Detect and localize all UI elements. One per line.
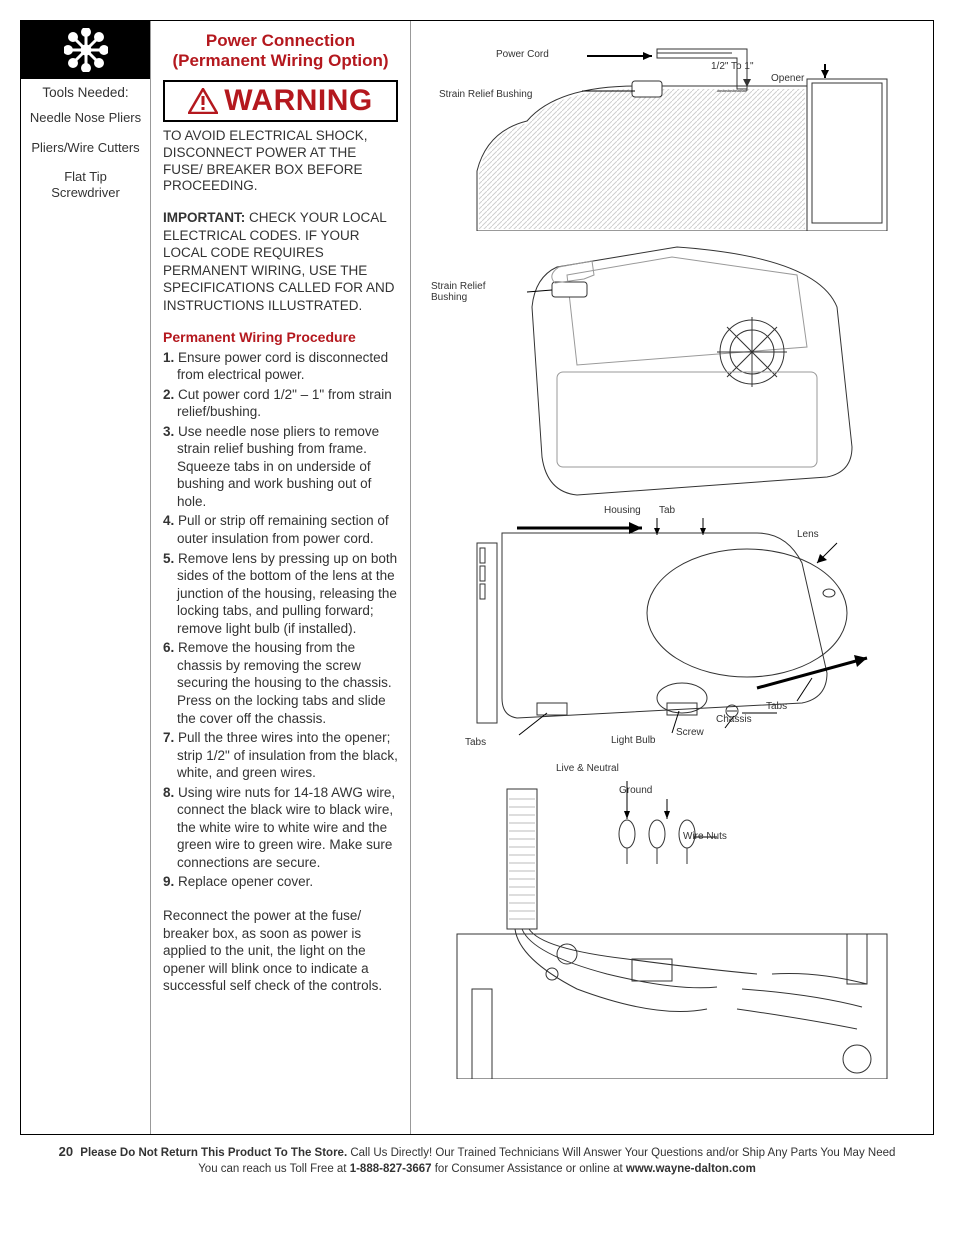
footer-phone: 1-888-827-3667 bbox=[350, 1163, 432, 1175]
label-power-cord: Power Cord bbox=[496, 49, 549, 60]
diagram-1-svg bbox=[421, 31, 923, 231]
warning-box: WARNING bbox=[163, 80, 398, 122]
diagram-power-cord: Power Cord 1/2" To 1" Opener Strain Reli… bbox=[421, 31, 923, 231]
footer-text-2: You can reach us Toll Free at bbox=[198, 1163, 350, 1175]
page-number: 20 bbox=[59, 1143, 73, 1161]
section-title: Power Connection (Permanent Wiring Optio… bbox=[163, 31, 398, 72]
footer-url: www.wayne-dalton.com bbox=[626, 1163, 756, 1175]
procedure-step: 2. Cut power cord 1/2" – 1" from strain … bbox=[163, 386, 398, 421]
reconnect-paragraph: Reconnect the power at the fuse/ breaker… bbox=[163, 907, 398, 995]
procedure-step: 1. Ensure power cord is disconnected fro… bbox=[163, 349, 398, 384]
procedure-heading: Permanent Wiring Procedure bbox=[163, 329, 398, 345]
label-tabs: Tabs bbox=[766, 701, 787, 712]
important-block: IMPORTANT: CHECK YOUR LOCAL ELECTRICAL C… bbox=[163, 209, 398, 314]
label-light-bulb: Light Bulb bbox=[611, 735, 655, 746]
label-bushing: Bushing bbox=[431, 292, 467, 303]
tools-heading: Tools Needed: bbox=[27, 85, 144, 100]
warning-triangle-icon bbox=[188, 88, 218, 114]
tool-item: Needle Nose Pliers bbox=[27, 110, 144, 126]
label-chassis: Chassis bbox=[716, 714, 752, 725]
label-lens: Lens bbox=[797, 529, 819, 540]
label-screw: Screw bbox=[676, 727, 704, 738]
page-frame: Tools Needed: Needle Nose Pliers Pliers/… bbox=[20, 20, 934, 1135]
diagram-housing-lens: Housing Tab Lens Tabs Chassis Screw Ligh… bbox=[421, 503, 923, 753]
footer-text-3: for Consumer Assistance or online at bbox=[432, 1163, 626, 1175]
procedure-step: 9. Replace opener cover. bbox=[163, 873, 398, 891]
label-half-to-one: 1/2" To 1" bbox=[711, 61, 754, 72]
label-opener: Opener bbox=[771, 73, 804, 84]
important-label: IMPORTANT: bbox=[163, 210, 245, 225]
procedure-step: 3. Use needle nose pliers to remove stra… bbox=[163, 423, 398, 511]
tools-section: Tools Needed: Needle Nose Pliers Pliers/… bbox=[21, 79, 150, 220]
label-live-neutral: Live & Neutral bbox=[556, 763, 619, 774]
right-column: Power Cord 1/2" To 1" Opener Strain Reli… bbox=[411, 21, 933, 1134]
label-strain-relief-bushing: Strain Relief Bushing bbox=[439, 89, 532, 100]
tool-item: Pliers/Wire Cutters bbox=[27, 140, 144, 156]
diagram-top-view: Strain Relief Bushing bbox=[421, 237, 923, 497]
diagram-4-svg bbox=[421, 759, 923, 1079]
left-column: Tools Needed: Needle Nose Pliers Pliers/… bbox=[21, 21, 151, 1134]
label-housing: Housing bbox=[604, 505, 641, 516]
label-strain-relief: Strain Relief bbox=[431, 281, 485, 292]
page-footer: 20 Please Do Not Return This Product To … bbox=[20, 1143, 934, 1177]
procedure-list: 1. Ensure power cord is disconnected fro… bbox=[163, 349, 398, 893]
snowflake-icon-box bbox=[21, 21, 150, 79]
procedure-step: 8. Using wire nuts for 14-18 AWG wire, c… bbox=[163, 784, 398, 872]
label-ground: Ground bbox=[619, 785, 652, 796]
tool-item: Flat Tip Screwdriver bbox=[27, 169, 144, 200]
diagram-2-svg bbox=[421, 237, 923, 497]
label-tabs-2: Tabs bbox=[465, 737, 486, 748]
procedure-step: 6. Remove the housing from the chassis b… bbox=[163, 639, 398, 727]
warning-label: WARNING bbox=[224, 84, 373, 118]
footer-emphasis: Please Do Not Return This Product To The… bbox=[80, 1147, 347, 1159]
procedure-step: 4. Pull or strip off remaining section o… bbox=[163, 512, 398, 547]
middle-column: Power Connection (Permanent Wiring Optio… bbox=[151, 21, 411, 1134]
procedure-step: 7. Pull the three wires into the opener;… bbox=[163, 729, 398, 782]
diagram-3-svg bbox=[421, 503, 923, 753]
footer-text: Call Us Directly! Our Trained Technician… bbox=[347, 1147, 895, 1159]
label-wire-nuts: Wire Nuts bbox=[683, 831, 727, 842]
warning-body: TO AVOID ELECTRICAL SHOCK, DISCONNECT PO… bbox=[163, 128, 398, 196]
procedure-step: 5. Remove lens by pressing up on both si… bbox=[163, 550, 398, 638]
snowflake-icon bbox=[64, 28, 108, 72]
important-text: CHECK YOUR LOCAL ELECTRICAL CODES. IF YO… bbox=[163, 210, 395, 313]
diagram-wiring: Live & Neutral Ground Wire Nuts bbox=[421, 759, 923, 1079]
label-tab: Tab bbox=[659, 505, 675, 516]
